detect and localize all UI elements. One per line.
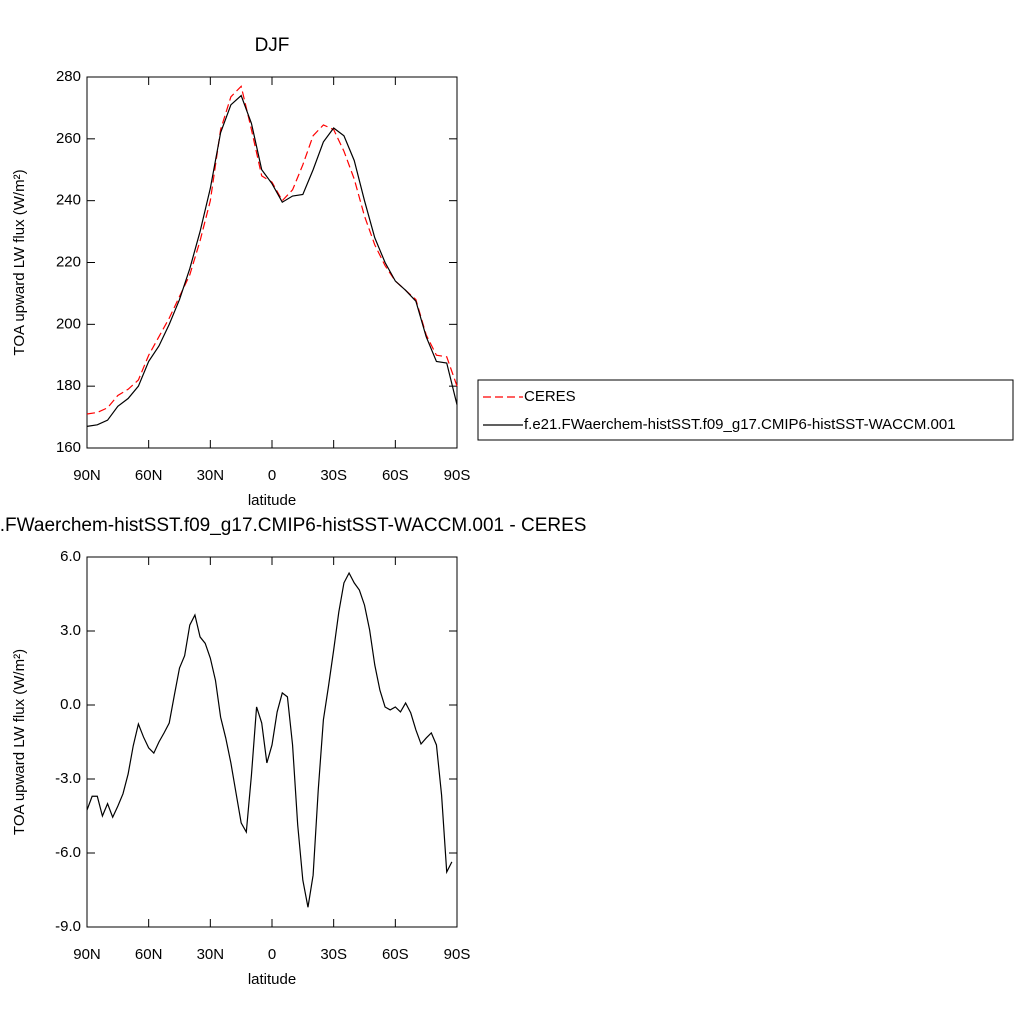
y-tick-label: -6.0: [55, 844, 81, 861]
x-tick-label: 60N: [135, 467, 163, 484]
y-axis-label: TOA upward LW flux (W/m²): [11, 169, 28, 355]
x-tick-label: 0: [268, 946, 276, 963]
legend-label: f.e21.FWaerchem-histSST.f09_g17.CMIP6-hi…: [524, 416, 956, 433]
x-tick-label: 90N: [73, 467, 101, 484]
y-tick-label: -9.0: [55, 918, 81, 935]
y-tick-label: 6.0: [60, 548, 81, 565]
series-line: [86, 94, 458, 427]
y-tick-label: 200: [56, 315, 81, 332]
x-tick-label: 60N: [135, 946, 163, 963]
x-axis-label: latitude: [248, 492, 296, 509]
y-tick-label: -3.0: [55, 770, 81, 787]
chart-title: f.e21.FWaerchem-histSST.f09_g17.CMIP6-hi…: [0, 515, 586, 536]
x-tick-label: 60S: [382, 467, 409, 484]
x-tick-label: 90S: [444, 467, 471, 484]
y-tick-label: 180: [56, 377, 81, 394]
y-tick-label: 3.0: [60, 622, 81, 639]
x-axis-label: latitude: [248, 971, 296, 988]
y-axis-label: TOA upward LW flux (W/m²): [11, 649, 28, 835]
y-tick-label: 240: [56, 192, 81, 209]
x-tick-label: 30S: [320, 467, 347, 484]
x-tick-label: 60S: [382, 946, 409, 963]
chart-title: DJF: [255, 35, 290, 56]
legend-box: [477, 379, 1014, 441]
y-tick-label: 260: [56, 130, 81, 147]
x-tick-label: 0: [268, 467, 276, 484]
plot-frame: [86, 76, 458, 449]
x-tick-label: 90N: [73, 946, 101, 963]
series-line: [86, 85, 458, 415]
x-tick-label: 90S: [444, 946, 471, 963]
x-tick-label: 30S: [320, 946, 347, 963]
series-line: [86, 571, 453, 908]
y-tick-label: 220: [56, 253, 81, 270]
x-tick-label: 30N: [197, 946, 225, 963]
legend-label: CERES: [524, 388, 576, 405]
y-tick-label: 160: [56, 439, 81, 456]
y-tick-label: 280: [56, 68, 81, 85]
y-tick-label: 0.0: [60, 696, 81, 713]
x-tick-label: 30N: [197, 467, 225, 484]
